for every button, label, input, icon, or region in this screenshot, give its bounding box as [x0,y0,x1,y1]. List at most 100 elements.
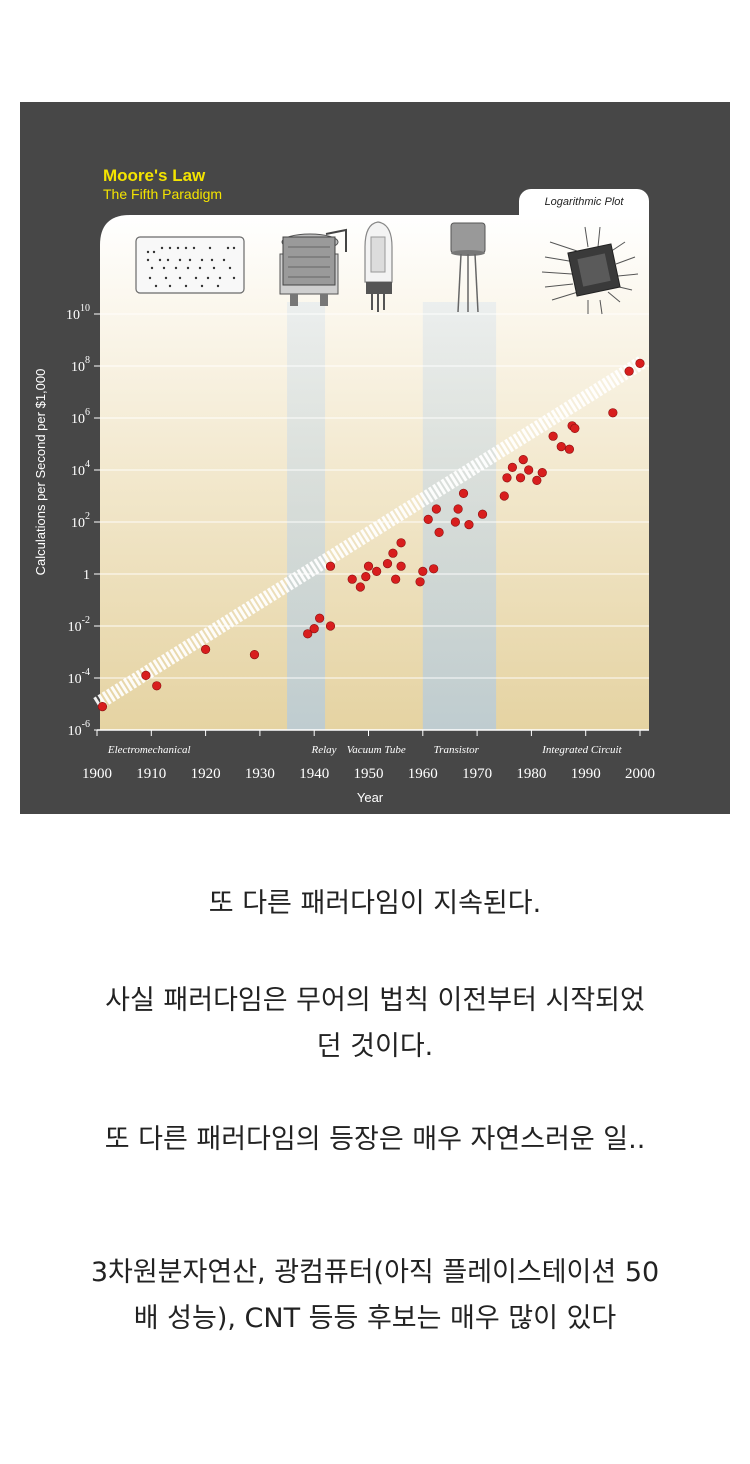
xtick-label-8: 1980 [516,766,546,782]
trend-stripe-87 [461,465,472,479]
trend-stripe-57 [334,545,345,559]
trend-stripe-79 [427,486,438,501]
era-label-1: Relay [310,744,336,756]
trend-stripe-89 [470,460,481,474]
trend-stripe-24 [194,632,205,647]
ytick-label-4: 102 [71,511,90,531]
data-point-9 [325,621,336,631]
trend-stripe-16 [161,653,172,668]
data-point-26 [450,517,460,527]
data-point-36 [524,465,534,475]
trend-stripe-94 [491,446,502,461]
caption-2-line-1: 사실 패러다임은 무어의 법칙 이전부터 시작되었 [105,985,645,1016]
x-tick-labels: 1900 1910 1920 1930 1940 1950 1960 1970 1980 1990… [82,766,655,782]
era-bands [287,302,497,730]
punch-card-icon [135,236,245,294]
caption-1-line-1: 또 다른 패러다임이 지속된다. [208,888,542,919]
trend-stripe-99 [512,433,523,447]
chart-title: Moore's Law [103,166,206,185]
trend-stripe-67 [377,518,388,532]
data-point-8 [325,561,336,571]
trend-stripe-111 [563,401,574,416]
ytick-label-5: 104 [71,459,90,479]
trend-stripe-120 [601,377,612,392]
data-point-29 [464,520,474,530]
data-point-46 [635,358,645,369]
trend-stripe-10 [135,669,146,684]
ytick-label-exp-6: 6 [85,407,90,418]
ytick-label-3: 1 [83,568,90,583]
data-point-18 [396,561,406,571]
y-axis-label: Calculations per Second per $1,000 [33,369,48,576]
data-point-28 [458,488,469,499]
ytick-label-exp-1: -4 [82,667,90,678]
trend-stripe-62 [355,531,366,546]
trend-stripe-123 [614,369,625,384]
caption-2-line-2: 던 것이다. [316,1031,434,1062]
trend-stripe-50 [305,563,316,578]
trend-stripe-66 [372,521,383,535]
trend-stripe-113 [571,396,582,410]
trend-stripe-116 [584,388,595,402]
trend-stripe-12 [144,664,155,679]
caption-4-line-1: 3차원분자연산, 광컴퓨터(아직 플레이스테이션 50 [90,1257,660,1288]
data-point-43 [570,423,580,434]
trend-stripe-29 [216,619,227,633]
trend-stripe-71 [394,507,404,522]
data-point-41 [564,444,575,454]
trend-stripe-109 [554,406,565,421]
ytick-label-8: 1010 [66,303,90,323]
ytick-label-1: 10-4 [68,667,90,687]
trend-stripe-64 [364,526,375,540]
data-point-20 [415,577,425,587]
trend-stripe-58 [338,542,349,556]
trend-stripe-18 [169,648,180,663]
trend-stripe-103 [529,422,540,437]
vacuum-tube-icon [364,221,393,312]
trend-stripe-31 [224,614,235,628]
trend-stripe-124 [618,367,629,381]
trend-stripe-41 [266,587,277,601]
trend-stripe-98 [508,436,519,450]
trend-stripe-53 [317,555,328,570]
data-point-34 [515,473,526,483]
ytick-label-2: 10-2 [68,615,90,635]
trend-stripe-69 [385,513,396,527]
caption-3: 또 다른 패러다임의 등장은 매우 자연스러운 일.. [0,1117,750,1163]
data-point-35 [518,455,528,465]
trend-stripe-37 [250,598,260,612]
trend-stripe-84 [449,473,460,487]
trend-stripe-27 [207,624,218,639]
trend-stripe-19 [173,645,184,660]
trend-stripe-59 [343,539,354,554]
x-ticks [96,730,641,736]
trend-stripe-70 [389,510,400,524]
trend-stripe-13 [148,661,159,676]
ytick-label-exp-2: -2 [82,615,90,626]
trend-stripe-34 [237,606,248,620]
data-point-10 [347,574,357,584]
data-point-27 [453,504,463,514]
trend-stripe-74 [406,499,417,514]
xtick-label-7: 1970 [462,766,492,782]
era-label-3: Transistor [434,744,480,756]
data-point-38 [537,468,547,478]
caption-4: 3차원분자연산, 광컴퓨터(아직 플레이스테이션 50 배 성능), CNT 등… [0,1250,750,1342]
trend-stripe-78 [423,489,434,503]
trend-stripe-107 [546,412,557,426]
data-point-14 [372,566,382,577]
data-point-22 [423,514,433,525]
trend-stripe-117 [588,385,599,400]
data-point-23 [429,564,439,574]
ytick-label-7: 108 [71,355,90,375]
transistor-icon [450,222,486,313]
data-point-25 [434,527,444,538]
trend-stripe-100 [516,430,527,445]
era-label-4: Integrated Circuit [541,744,622,756]
data-point-37 [532,475,542,486]
trend-stripe-106 [542,414,553,429]
trend-stripe-46 [288,574,299,588]
era-band-1 [287,302,326,730]
